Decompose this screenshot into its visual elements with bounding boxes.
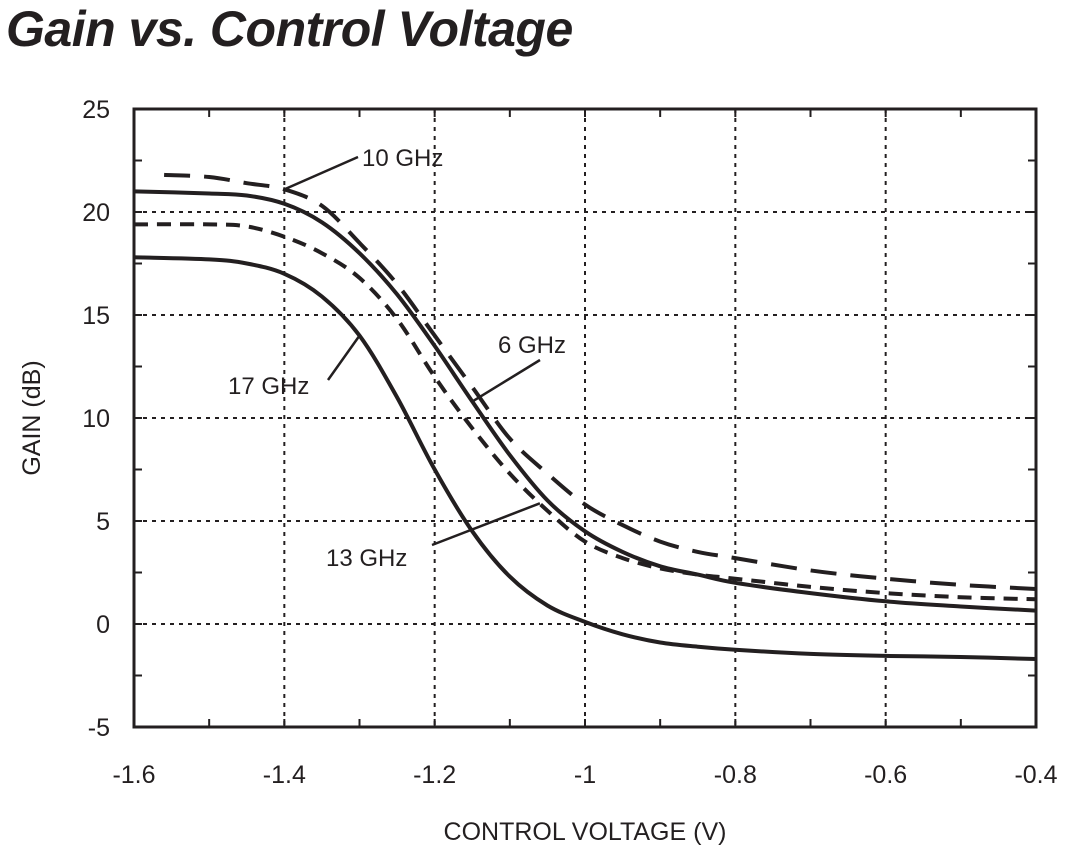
x-tick-label: -0.8 [714,761,757,789]
annotation-label: 17 GHz [228,373,309,400]
y-tick-label: 0 [96,611,110,639]
annotation-leader [326,334,361,381]
y-tick-label: 5 [96,508,110,536]
series-line-17-ghz [133,255,1037,661]
annotation-label: 6 GHz [498,332,566,359]
series-line-10-ghz [163,172,1037,591]
x-tick-label: -0.4 [1014,761,1057,789]
annotation-leader [431,502,541,547]
grid [134,109,1036,727]
x-tick-label: -1 [574,761,596,789]
y-tick-label: 10 [82,405,110,433]
y-tick-label: -5 [88,714,110,742]
series-line-6-ghz [133,189,1037,613]
chart-title: Gain vs. Control Voltage [6,1,573,57]
x-tick-label: -0.6 [864,761,907,789]
x-tick-label: -1.4 [263,761,306,789]
y-tick-label: 25 [82,96,110,124]
annotations: 10 GHz 6 GHz 17 GHz 13 GHz [228,145,566,572]
y-tick-label: 15 [82,302,110,330]
x-tick-label: -1.6 [112,761,155,789]
plot-frame [132,107,1038,729]
series-line-13-ghz [133,222,1037,602]
x-tick-labels: -1.6 -1.4 -1.2 -1 -0.8 -0.6 -0.4 [112,761,1057,789]
annotation-leader [471,358,541,403]
series-layer [133,172,1037,661]
annotation-label: 10 GHz [362,145,443,172]
y-tick-label: 20 [82,199,110,227]
x-tick-label: -1.2 [413,761,456,789]
annotation-leader [283,155,359,191]
y-axis-label: GAIN (dB) [18,360,46,475]
x-axis-label: CONTROL VOLTAGE (V) [444,818,727,846]
y-tick-labels: -5 0 5 10 15 20 25 [82,96,110,742]
annotation-label: 13 GHz [326,545,407,572]
